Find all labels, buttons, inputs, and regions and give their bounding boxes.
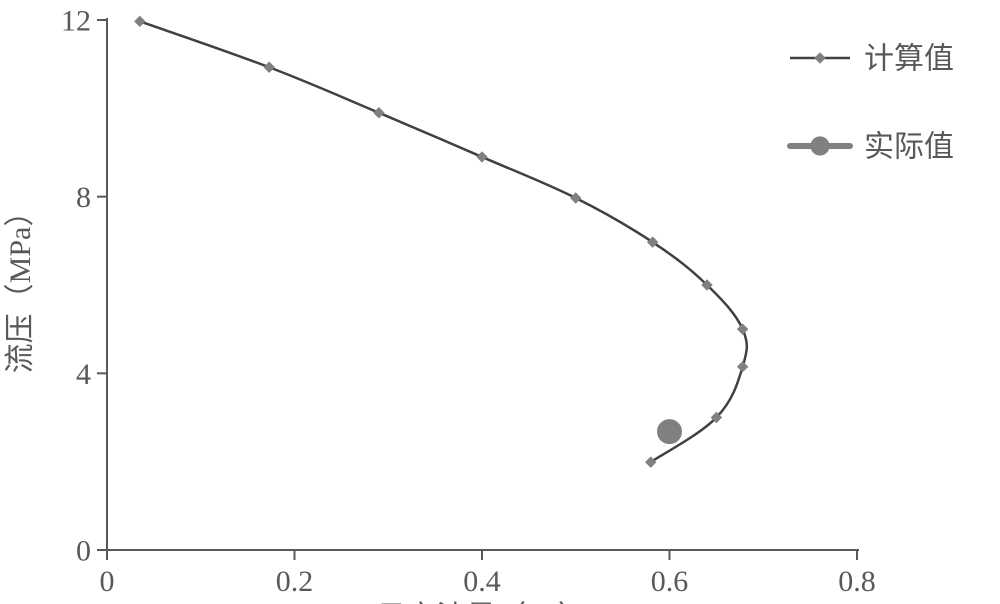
y-tick-label: 8 (76, 181, 91, 214)
chart-bg (0, 0, 1000, 604)
chart-svg: 00.20.40.60.804812日产油量（t/d）流压（MPa）计算值实际值 (0, 0, 1000, 604)
legend-swatch-circle-icon (810, 136, 829, 155)
legend-label: 实际值 (864, 131, 954, 164)
x-tick-label: 0.2 (276, 565, 314, 598)
x-tick-label: 0.4 (463, 565, 501, 598)
y-axis-label: 流压（MPa） (4, 197, 37, 374)
y-tick-label: 4 (76, 358, 91, 391)
series-marker-actual (658, 420, 682, 444)
y-tick-label: 0 (76, 535, 91, 568)
x-tick-label: 0.8 (838, 565, 876, 598)
chart-container: 00.20.40.60.804812日产油量（t/d）流压（MPa）计算值实际值 (0, 0, 1000, 604)
legend-label: 计算值 (864, 43, 954, 76)
x-tick-label: 0 (100, 565, 115, 598)
y-tick-label: 12 (61, 5, 91, 38)
x-tick-label: 0.6 (651, 565, 689, 598)
